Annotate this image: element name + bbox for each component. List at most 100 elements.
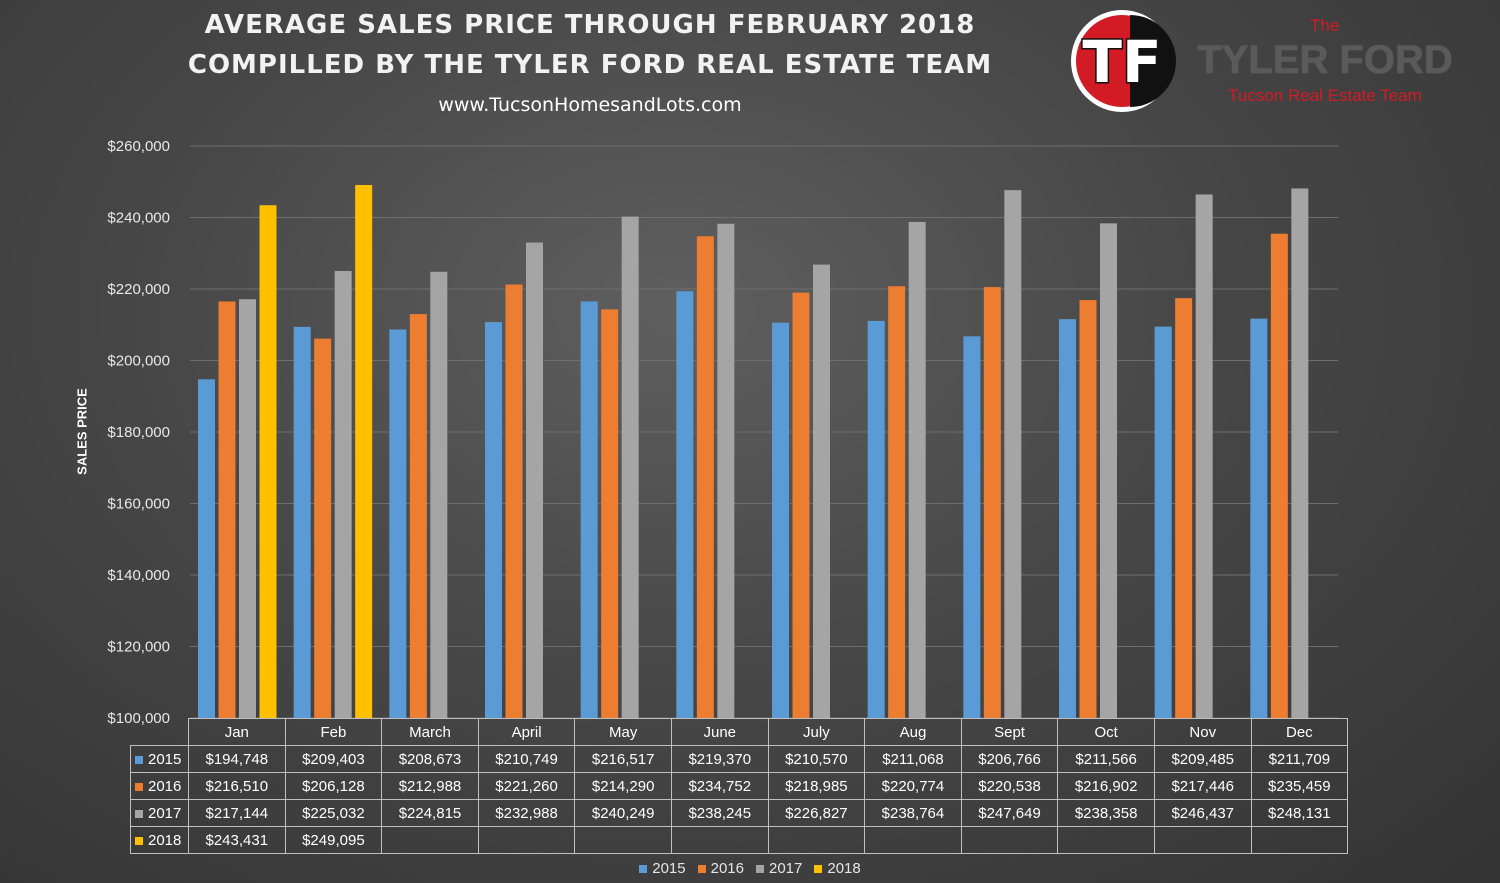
table-cell [767, 826, 866, 854]
y-tick-label: $140,000 [107, 567, 170, 584]
table-cell: $226,827 [767, 799, 866, 827]
bar-2016-march [409, 314, 427, 718]
bar-2017-dec [1291, 188, 1309, 719]
table-cell: $211,709 [1250, 745, 1349, 773]
table-header-cell: June [670, 718, 769, 746]
brand-name: TYLER FORD [1197, 38, 1453, 82]
bar-2016-sept [983, 287, 1001, 718]
table-cell: $238,358 [1057, 799, 1155, 827]
y-tick-label: $240,000 [107, 210, 170, 227]
table-row: 2018 $243,431 $249,095 [130, 826, 1349, 854]
table-header-cell: March [381, 718, 479, 746]
bar-2015-may [580, 301, 598, 718]
table-series-key: 2015 [130, 745, 189, 773]
bar-2018-jan [259, 205, 277, 718]
bar-2016-feb [314, 338, 332, 718]
bar-2015-sept [963, 336, 981, 718]
table-cell [381, 826, 479, 854]
legend-swatch-icon [135, 836, 143, 845]
y-tick-label: $220,000 [107, 281, 170, 298]
bar-2015-june [676, 291, 694, 718]
bar-2015-aug [867, 320, 885, 718]
bar-2015-nov [1154, 326, 1172, 718]
table-cell: $208,673 [381, 745, 479, 773]
legend-swatch-icon [639, 865, 648, 874]
table-series-key: 2016 [130, 772, 189, 800]
table-header-cell: April [477, 718, 576, 746]
table-cell: $219,370 [670, 745, 769, 773]
bar-2015-dec [1250, 318, 1268, 718]
bar-2016-nov [1175, 298, 1193, 718]
table-header-cell: July [767, 718, 866, 746]
table-header-cell: May [574, 718, 672, 746]
legend: 2015 2016 2017 2018 [0, 860, 1500, 877]
bar-2017-feb [334, 271, 352, 718]
table-cell: $210,749 [477, 745, 576, 773]
bar-2016-june [696, 236, 714, 718]
legend-item: 2016 [697, 860, 744, 877]
table-cell: $221,260 [477, 772, 576, 800]
bar-2017-july [813, 264, 830, 718]
bar-2016-july [792, 292, 810, 718]
chart-title-line2: COMPILLED BY THE TYLER FORD REAL ESTATE … [187, 50, 993, 80]
bar-2017-may [621, 216, 639, 719]
table-cell: $218,985 [767, 772, 866, 800]
table-header-cell: Sept [960, 718, 1059, 746]
y-tick-label: $180,000 [107, 424, 170, 441]
table-header-cell: Nov [1153, 718, 1252, 746]
bar-2016-may [601, 309, 619, 718]
bar-2016-april [505, 284, 523, 718]
table-cell [1153, 826, 1252, 854]
bar-2015-feb [293, 326, 311, 718]
table-cell: $209,403 [284, 745, 383, 773]
table-header-cell: Aug [864, 718, 962, 746]
table-cell [1057, 826, 1155, 854]
bar-2016-jan [218, 301, 236, 718]
y-tick-label: $160,000 [107, 496, 170, 513]
bar-2016-aug [888, 286, 906, 718]
chart-title-line1: AVERAGE SALES PRICE THROUGH FEBRUARY 201… [204, 10, 976, 40]
table-cell: $206,766 [960, 745, 1059, 773]
table-cell [864, 826, 962, 854]
y-tick-label: $200,000 [107, 353, 170, 370]
bar-2017-march [430, 271, 448, 718]
table-cell [574, 826, 672, 854]
bar-2017-nov [1195, 194, 1213, 718]
table-header-row: Jan Feb March April May June July Aug Sept Oct Nov… [130, 718, 1349, 746]
table-cell: $194,748 [188, 745, 286, 773]
table-cell: $249,095 [284, 826, 383, 854]
table-row: 2015 $194,748 $209,403 $208,673 $210,749 $216… [130, 745, 1349, 773]
table-cell: $216,510 [188, 772, 286, 800]
table-cell: $211,566 [1057, 745, 1155, 773]
legend-swatch-icon [814, 865, 823, 874]
table-header-cell: Oct [1057, 718, 1155, 746]
table-cell [477, 826, 576, 854]
bar-2018-feb [355, 184, 373, 719]
table-cell: $234,752 [670, 772, 769, 800]
table-row: 2016 $216,510 $206,128 $212,988 $221,260 $214… [130, 772, 1349, 800]
table-header-cell: Dec [1250, 718, 1349, 746]
table-header-cell: Jan [188, 718, 286, 746]
table-header-cell: Feb [284, 718, 383, 746]
table-cell: $210,570 [767, 745, 866, 773]
bar-2017-april [526, 242, 543, 718]
table-series-key: 2017 [130, 799, 189, 827]
table-cell: $238,764 [864, 799, 962, 827]
table-cell: $216,517 [574, 745, 672, 773]
table-cell [960, 826, 1059, 854]
bar-2015-oct [1059, 319, 1076, 718]
legend-swatch-icon [135, 755, 143, 764]
table-corner [130, 718, 189, 746]
table-cell: $216,902 [1057, 772, 1155, 800]
legend-swatch-icon [135, 809, 143, 818]
table-cell: $211,068 [864, 745, 962, 773]
y-axis-label: SALES PRICE [74, 388, 90, 475]
brand-the: The [1310, 16, 1340, 35]
bar-2017-aug [908, 221, 926, 718]
table-cell: $235,459 [1250, 772, 1349, 800]
table-cell: $206,128 [284, 772, 383, 800]
table-cell: $232,988 [477, 799, 576, 827]
table-cell: $212,988 [381, 772, 479, 800]
legend-swatch-icon [756, 865, 764, 874]
